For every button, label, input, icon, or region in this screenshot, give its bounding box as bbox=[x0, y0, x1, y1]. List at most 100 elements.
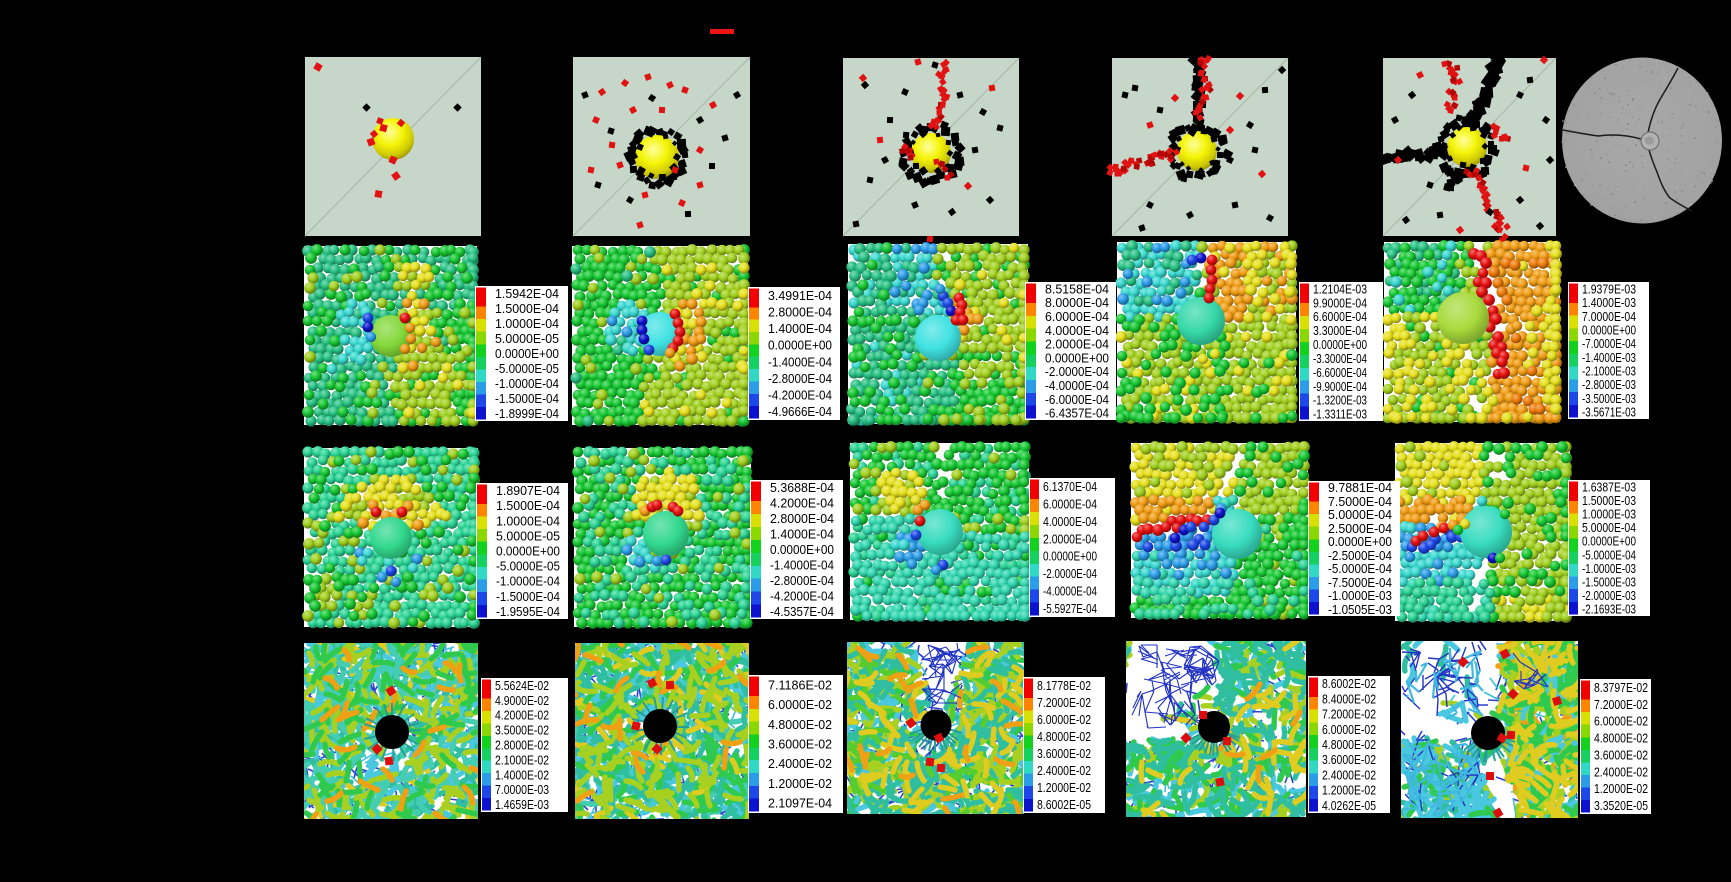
svg-text:4.2000E-02: 4.2000E-02 bbox=[495, 709, 549, 723]
svg-text:-4.5357E-04: -4.5357E-04 bbox=[770, 605, 834, 619]
svg-text:-2.5000E-04: -2.5000E-04 bbox=[1328, 549, 1392, 563]
svg-text:-2.0000E-04: -2.0000E-04 bbox=[1045, 365, 1109, 379]
svg-text:1.4000E-04: 1.4000E-04 bbox=[770, 528, 834, 542]
svg-text:4.8000E-02: 4.8000E-02 bbox=[1037, 730, 1091, 744]
svg-text:0.0000E+00: 0.0000E+00 bbox=[770, 543, 834, 557]
svg-text:6.0000E-04: 6.0000E-04 bbox=[1045, 310, 1109, 324]
svg-text:7.1186E-02: 7.1186E-02 bbox=[768, 678, 832, 692]
svg-text:1.9379E-03: 1.9379E-03 bbox=[1582, 282, 1636, 296]
svg-text:-1.9595E-04: -1.9595E-04 bbox=[496, 605, 560, 619]
svg-text:-3.5671E-03: -3.5671E-03 bbox=[1582, 406, 1636, 420]
svg-text:1.6387E-03: 1.6387E-03 bbox=[1582, 480, 1636, 494]
svg-text:-6.0000E-04: -6.0000E-04 bbox=[1045, 393, 1109, 407]
svg-text:2.8000E-02: 2.8000E-02 bbox=[495, 739, 549, 753]
svg-text:1.4000E-04: 1.4000E-04 bbox=[768, 322, 832, 336]
svg-text:8.0000E-04: 8.0000E-04 bbox=[1045, 296, 1109, 310]
svg-text:-1.0000E-04: -1.0000E-04 bbox=[495, 377, 559, 391]
svg-text:1.2000E-02: 1.2000E-02 bbox=[768, 777, 832, 791]
svg-text:5.0000E-04: 5.0000E-04 bbox=[1582, 521, 1636, 535]
svg-text:-9.9000E-04: -9.9000E-04 bbox=[1313, 380, 1367, 394]
svg-text:4.0000E-04: 4.0000E-04 bbox=[1043, 515, 1097, 529]
svg-text:-4.0000E-04: -4.0000E-04 bbox=[1045, 379, 1109, 393]
svg-text:-5.0000E-05: -5.0000E-05 bbox=[495, 362, 559, 376]
svg-text:5.0000E-05: 5.0000E-05 bbox=[495, 332, 559, 346]
svg-text:-1.8999E-04: -1.8999E-04 bbox=[495, 407, 559, 421]
svg-text:-7.0000E-04: -7.0000E-04 bbox=[1582, 337, 1636, 351]
svg-text:5.0000E-04: 5.0000E-04 bbox=[1328, 508, 1392, 522]
svg-text:9.9000E-04: 9.9000E-04 bbox=[1313, 296, 1367, 310]
svg-text:1.0000E-03: 1.0000E-03 bbox=[1582, 508, 1636, 522]
svg-text:1.5942E-04: 1.5942E-04 bbox=[495, 287, 559, 301]
svg-text:0.0000E+00: 0.0000E+00 bbox=[496, 545, 560, 559]
svg-text:-2.8000E-04: -2.8000E-04 bbox=[770, 574, 834, 588]
svg-text:-1.0000E-04: -1.0000E-04 bbox=[496, 575, 560, 589]
svg-text:2.5000E-04: 2.5000E-04 bbox=[1328, 522, 1392, 536]
svg-text:7.2000E-02: 7.2000E-02 bbox=[1037, 696, 1091, 710]
svg-text:0.0000E+00: 0.0000E+00 bbox=[1328, 535, 1392, 549]
svg-text:1.5000E-03: 1.5000E-03 bbox=[1582, 494, 1636, 508]
svg-text:2.4000E-02: 2.4000E-02 bbox=[1322, 768, 1376, 782]
svg-text:-4.2000E-04: -4.2000E-04 bbox=[770, 589, 834, 603]
svg-text:-4.2000E-04: -4.2000E-04 bbox=[768, 389, 832, 403]
svg-text:-5.0000E-05: -5.0000E-05 bbox=[496, 560, 560, 574]
svg-text:4.8000E-02: 4.8000E-02 bbox=[1594, 732, 1648, 746]
svg-text:2.1097E-04: 2.1097E-04 bbox=[768, 797, 832, 811]
svg-text:5.5624E-02: 5.5624E-02 bbox=[495, 679, 549, 693]
svg-text:-7.5000E-04: -7.5000E-04 bbox=[1328, 576, 1392, 590]
svg-text:0.0000E+00: 0.0000E+00 bbox=[495, 347, 559, 361]
svg-text:8.6002E-05: 8.6002E-05 bbox=[1037, 798, 1091, 812]
svg-text:-2.8000E-04: -2.8000E-04 bbox=[768, 372, 832, 386]
svg-text:4.8000E-02: 4.8000E-02 bbox=[768, 718, 832, 732]
svg-text:7.2000E-02: 7.2000E-02 bbox=[1322, 708, 1376, 722]
svg-text:4.9000E-02: 4.9000E-02 bbox=[495, 694, 549, 708]
svg-text:6.1370E-04: 6.1370E-04 bbox=[1043, 480, 1097, 494]
svg-text:5.0000E-05: 5.0000E-05 bbox=[496, 529, 560, 543]
svg-text:2.1000E-02: 2.1000E-02 bbox=[495, 753, 549, 767]
svg-text:4.8000E-02: 4.8000E-02 bbox=[1322, 738, 1376, 752]
svg-text:1.4000E-03: 1.4000E-03 bbox=[1582, 296, 1636, 310]
svg-text:-4.0000E-04: -4.0000E-04 bbox=[1043, 584, 1097, 598]
svg-text:6.0000E-02: 6.0000E-02 bbox=[1037, 713, 1091, 727]
svg-text:1.2000E-02: 1.2000E-02 bbox=[1322, 784, 1376, 798]
svg-text:2.8000E-04: 2.8000E-04 bbox=[768, 305, 832, 319]
svg-text:-1.0000E-03: -1.0000E-03 bbox=[1582, 562, 1636, 576]
svg-text:1.2104E-03: 1.2104E-03 bbox=[1313, 282, 1367, 296]
svg-text:-2.8000E-03: -2.8000E-03 bbox=[1582, 378, 1636, 392]
svg-text:6.0000E-02: 6.0000E-02 bbox=[768, 698, 832, 712]
svg-text:8.4000E-02: 8.4000E-02 bbox=[1322, 692, 1376, 706]
svg-text:1.2000E-02: 1.2000E-02 bbox=[1037, 781, 1091, 795]
svg-text:-1.5000E-03: -1.5000E-03 bbox=[1582, 576, 1636, 590]
svg-text:-1.0505E-03: -1.0505E-03 bbox=[1328, 603, 1392, 617]
svg-text:0.0000E+00: 0.0000E+00 bbox=[1582, 323, 1636, 337]
svg-text:-1.5000E-04: -1.5000E-04 bbox=[495, 392, 559, 406]
svg-text:1.5000E-04: 1.5000E-04 bbox=[495, 302, 559, 316]
svg-text:1.5000E-04: 1.5000E-04 bbox=[496, 499, 560, 513]
svg-text:3.6000E-02: 3.6000E-02 bbox=[1322, 753, 1376, 767]
svg-text:4.0000E-04: 4.0000E-04 bbox=[1045, 324, 1109, 338]
svg-text:8.1778E-02: 8.1778E-02 bbox=[1037, 679, 1091, 693]
svg-text:4.2000E-04: 4.2000E-04 bbox=[770, 497, 834, 511]
svg-text:2.4000E-02: 2.4000E-02 bbox=[1037, 764, 1091, 778]
svg-text:3.6000E-02: 3.6000E-02 bbox=[768, 738, 832, 752]
svg-text:3.3520E-05: 3.3520E-05 bbox=[1594, 799, 1648, 813]
svg-text:1.8907E-04: 1.8907E-04 bbox=[496, 484, 560, 498]
svg-text:-3.3000E-04: -3.3000E-04 bbox=[1313, 352, 1367, 366]
svg-text:7.5000E-04: 7.5000E-04 bbox=[1328, 495, 1392, 509]
svg-text:1.4000E-02: 1.4000E-02 bbox=[495, 768, 549, 782]
svg-text:-2.1693E-03: -2.1693E-03 bbox=[1582, 603, 1636, 617]
svg-text:-2.0000E-03: -2.0000E-03 bbox=[1582, 589, 1636, 603]
svg-text:0.0000E+00: 0.0000E+00 bbox=[1582, 535, 1636, 549]
svg-text:2.0000E-04: 2.0000E-04 bbox=[1045, 338, 1109, 352]
svg-text:6.6000E-04: 6.6000E-04 bbox=[1313, 310, 1367, 324]
svg-text:6.0000E-02: 6.0000E-02 bbox=[1594, 715, 1648, 729]
svg-text:7.0000E-03: 7.0000E-03 bbox=[495, 783, 549, 797]
svg-text:3.4991E-04: 3.4991E-04 bbox=[768, 289, 832, 303]
svg-text:2.4000E-02: 2.4000E-02 bbox=[1594, 765, 1648, 779]
svg-text:0.0000E+00: 0.0000E+00 bbox=[1313, 338, 1367, 352]
svg-text:-1.4000E-04: -1.4000E-04 bbox=[768, 355, 832, 369]
svg-text:-1.4000E-03: -1.4000E-03 bbox=[1582, 351, 1636, 365]
svg-text:6.0000E-04: 6.0000E-04 bbox=[1043, 498, 1097, 512]
svg-text:-1.3311E-03: -1.3311E-03 bbox=[1313, 408, 1367, 422]
svg-text:0.0000E+00: 0.0000E+00 bbox=[1045, 351, 1109, 365]
svg-text:2.8000E-04: 2.8000E-04 bbox=[770, 512, 834, 526]
